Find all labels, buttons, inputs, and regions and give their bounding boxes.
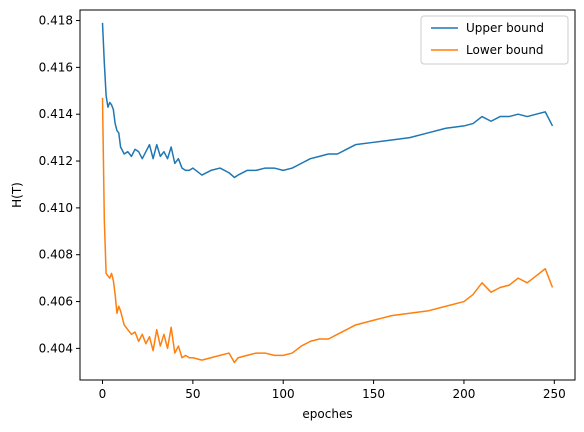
x-tick-label: 50 xyxy=(185,387,200,401)
y-tick-label: 0.404 xyxy=(39,341,73,355)
x-axis-ticks: 0 50 100 150 200 250 xyxy=(99,380,566,401)
y-axis-label: H(T) xyxy=(10,182,24,208)
y-tick-label: 0.414 xyxy=(39,107,73,121)
y-tick-label: 0.410 xyxy=(39,201,73,215)
plot-frame xyxy=(79,9,576,381)
x-tick-label: 250 xyxy=(543,387,566,401)
x-axis-label: epoches xyxy=(302,407,352,421)
x-tick-label: 150 xyxy=(362,387,385,401)
y-tick-label: 0.412 xyxy=(39,154,73,168)
x-tick-label: 100 xyxy=(272,387,295,401)
y-tick-label: 0.416 xyxy=(39,60,73,74)
y-tick-label: 0.408 xyxy=(39,248,73,262)
series-line-upper-bound xyxy=(101,22,554,179)
legend-label-lower-bound: Lower bound xyxy=(466,43,544,57)
series-line-lower-bound xyxy=(101,97,554,364)
legend-label-upper-bound: Upper bound xyxy=(466,21,544,35)
x-tick-label: 0 xyxy=(99,387,107,401)
x-tick-label: 200 xyxy=(452,387,475,401)
y-axis-ticks: 0.404 0.406 0.408 0.410 0.412 0.414 0.416 0.418 xyxy=(39,14,80,355)
legend: Upper bound Lower bound xyxy=(420,15,569,65)
series-layer xyxy=(101,22,554,364)
y-tick-label: 0.418 xyxy=(39,14,73,28)
y-tick-label: 0.406 xyxy=(39,295,73,309)
